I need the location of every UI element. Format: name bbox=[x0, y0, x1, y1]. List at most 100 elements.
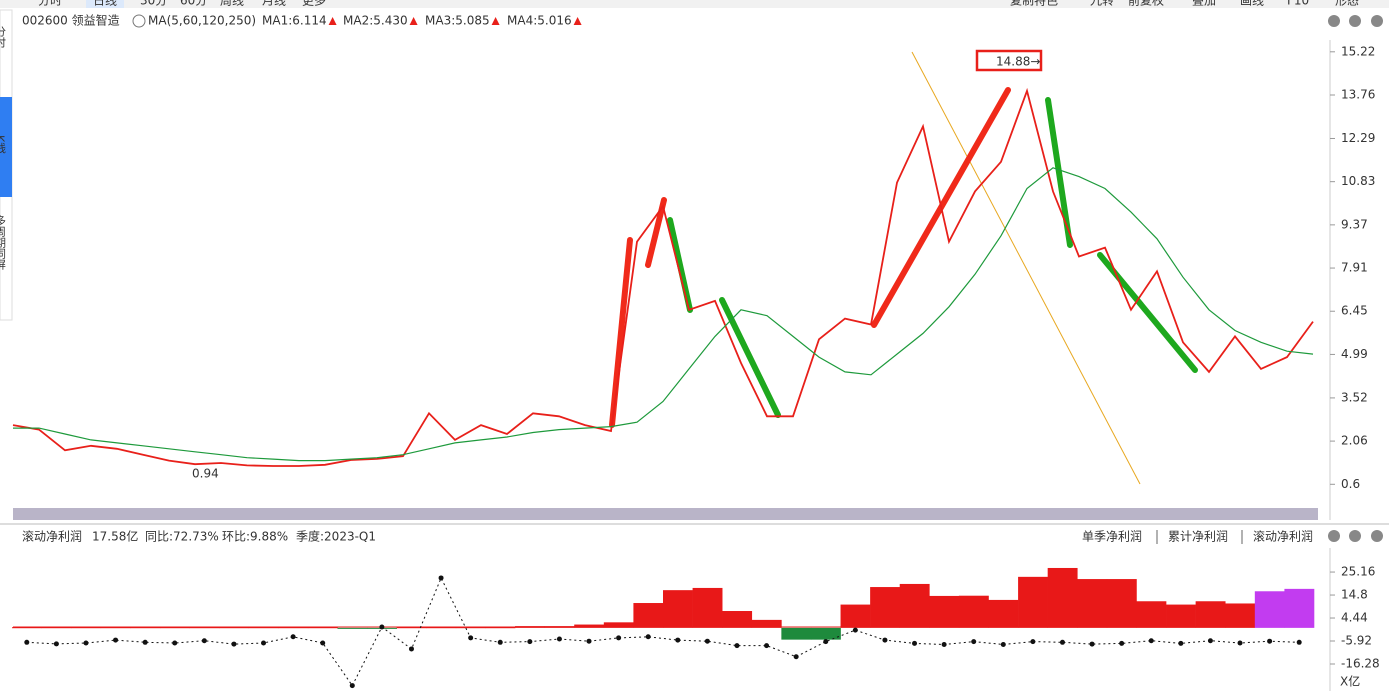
ratio-dot bbox=[1178, 640, 1184, 646]
dropdown-icon[interactable] bbox=[132, 14, 146, 28]
ratio-dot bbox=[675, 637, 681, 643]
ratio-dot bbox=[1089, 641, 1095, 647]
bar bbox=[12, 627, 42, 629]
toolbar-button[interactable]: 九转 bbox=[1090, 0, 1114, 8]
bar bbox=[692, 587, 723, 628]
toolbar-button[interactable]: 画线 bbox=[1240, 0, 1264, 8]
ratio-dot bbox=[645, 634, 651, 640]
toolbar bbox=[0, 0, 1389, 8]
price-line bbox=[12, 87, 1314, 467]
ratio-dot bbox=[823, 639, 829, 645]
peak-box bbox=[975, 49, 1043, 72]
panel-tab[interactable]: 单季净利润 bbox=[1082, 530, 1142, 544]
settings-icon[interactable] bbox=[1328, 15, 1340, 27]
bar bbox=[663, 590, 693, 628]
ratio-dot bbox=[290, 634, 296, 640]
bar bbox=[1136, 601, 1167, 628]
y-tick-label: 3.52 bbox=[1341, 390, 1368, 404]
settings-icon[interactable] bbox=[1328, 530, 1340, 542]
help-icon[interactable] bbox=[1349, 530, 1361, 542]
toolbar-button[interactable]: 月线 bbox=[262, 0, 286, 8]
bar bbox=[485, 627, 516, 629]
sidebar-tab[interactable]: 分时 bbox=[0, 26, 7, 48]
sidebar-tab[interactable]: K线 bbox=[0, 135, 7, 153]
ratio-dot bbox=[1296, 639, 1302, 645]
toolbar-button[interactable]: 60分 bbox=[180, 0, 207, 8]
y-tick-label: 10.83 bbox=[1341, 174, 1375, 188]
ratio-dot bbox=[379, 624, 385, 630]
ratio-dot bbox=[261, 640, 267, 646]
ma-label: MA1:6.114 bbox=[262, 14, 327, 28]
panel-tab[interactable]: 累计净利润 bbox=[1168, 530, 1228, 544]
ratio-dot bbox=[1119, 640, 1125, 646]
bar bbox=[189, 627, 220, 629]
bar bbox=[41, 627, 72, 629]
ratio-dot bbox=[1000, 642, 1006, 648]
ratio-dot bbox=[1207, 638, 1213, 644]
bar bbox=[899, 583, 930, 628]
ratio-dot bbox=[882, 637, 888, 643]
ma-label: MA4:5.016 bbox=[507, 14, 572, 28]
y-tick-label: 15.22 bbox=[1341, 44, 1375, 58]
y-tick-label: 4.44 bbox=[1341, 611, 1368, 625]
toolbar-button[interactable]: 周线 bbox=[220, 0, 244, 8]
bar bbox=[307, 627, 338, 629]
y-tick-label: 7.91 bbox=[1341, 261, 1368, 275]
ratio-dot bbox=[616, 635, 622, 641]
arrow bbox=[667, 217, 693, 313]
bar bbox=[396, 627, 427, 629]
ratio-dot bbox=[53, 641, 59, 647]
panel-tab[interactable]: 滚动净利润 bbox=[1253, 529, 1313, 544]
ratio-dot bbox=[556, 636, 562, 642]
bar bbox=[840, 604, 871, 628]
ratio-dot bbox=[24, 639, 30, 645]
trend-line bbox=[911, 51, 1141, 485]
up-arrow-icon bbox=[409, 17, 418, 25]
bar bbox=[1195, 601, 1226, 628]
ratio-dot bbox=[1148, 638, 1154, 644]
ratio-dot bbox=[320, 640, 326, 646]
toolbar-button[interactable]: 前复权 bbox=[1128, 0, 1164, 8]
y-tick-label: 9.37 bbox=[1341, 217, 1368, 231]
bar bbox=[337, 627, 368, 629]
ratio-dot bbox=[83, 640, 89, 646]
y-tick-label: 12.29 bbox=[1341, 131, 1375, 145]
bar bbox=[958, 595, 989, 628]
bar bbox=[1077, 579, 1108, 628]
ma-label: MA2:5.430 bbox=[343, 14, 408, 28]
sidebar-tab[interactable]: 多周期同屏 bbox=[0, 214, 7, 271]
toolbar-button[interactable]: 复制特色 bbox=[1010, 0, 1058, 8]
help-icon[interactable] bbox=[1349, 15, 1361, 27]
close-icon[interactable] bbox=[1371, 15, 1383, 27]
ratio-dot bbox=[1030, 639, 1036, 645]
toolbar-button[interactable]: 形态 bbox=[1335, 0, 1359, 8]
toolbar-button[interactable]: 更多 bbox=[302, 0, 326, 8]
bar bbox=[1166, 604, 1196, 628]
bar bbox=[1284, 588, 1315, 628]
close-icon[interactable] bbox=[1371, 530, 1383, 542]
toolbar-button[interactable]: 日线 bbox=[93, 0, 117, 8]
toolbar-button[interactable]: 30分 bbox=[140, 0, 167, 8]
ma-label: MA3:5.085 bbox=[425, 14, 490, 28]
bar bbox=[722, 611, 753, 628]
ratio-dot bbox=[497, 639, 503, 645]
ratio-dot bbox=[852, 627, 858, 633]
bar bbox=[515, 626, 545, 628]
ratio-dot bbox=[1267, 638, 1273, 644]
bar bbox=[71, 627, 102, 629]
low-label: 0.94 bbox=[192, 467, 219, 481]
indicator-label: MA(5,60,120,250) bbox=[148, 14, 256, 28]
ratio-dot bbox=[527, 639, 533, 645]
toolbar-button[interactable]: F10 bbox=[1287, 0, 1309, 8]
ratio-dot bbox=[113, 637, 119, 643]
toolbar-button[interactable]: 分时 bbox=[38, 0, 62, 8]
stat-label: 17.58亿 bbox=[92, 529, 138, 544]
bar bbox=[1225, 603, 1256, 628]
date-strip bbox=[13, 508, 1318, 520]
toolbar-button[interactable]: 叠加 bbox=[1192, 0, 1216, 8]
y-tick-label: 2.06 bbox=[1341, 434, 1368, 448]
ratio-dot bbox=[734, 643, 740, 649]
ratio-dot bbox=[586, 638, 592, 644]
ratio-dot bbox=[142, 639, 148, 645]
